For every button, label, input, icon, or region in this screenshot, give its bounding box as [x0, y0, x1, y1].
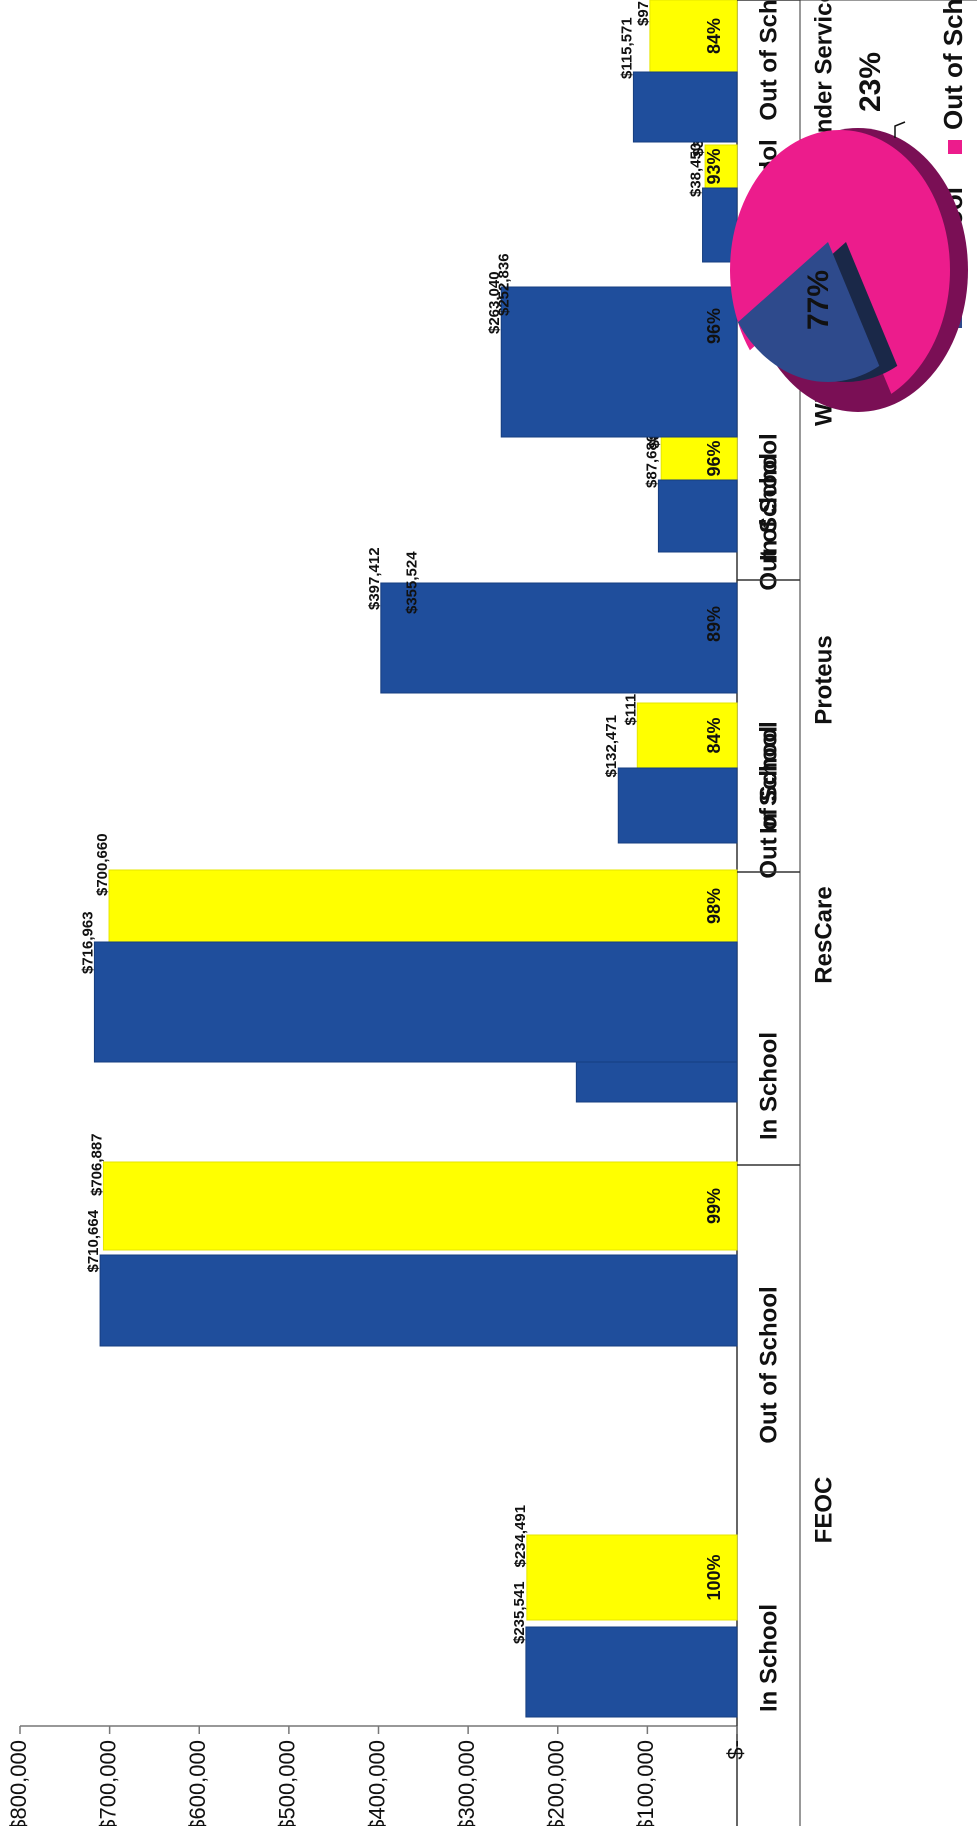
- category-label: In School: [755, 726, 782, 834]
- yellow-bar: [102, 1161, 738, 1251]
- blue-bar: [617, 767, 738, 844]
- yellow-bar: [636, 702, 738, 769]
- yellow-bar: [526, 1534, 738, 1621]
- blue-value-label: $38,450: [688, 143, 705, 197]
- tick-label: $800,000: [6, 1740, 31, 1826]
- yellow-bar: [108, 869, 738, 943]
- percent-label: 100%: [704, 1554, 724, 1600]
- category-label: Out of School: [755, 721, 782, 878]
- tick-label: $600,000: [185, 1740, 210, 1826]
- category-label: Out of School: [755, 433, 782, 590]
- tick-label: $300,000: [454, 1740, 479, 1826]
- pie-label-out-of-school: 77%: [802, 270, 835, 330]
- yellow-value-label: $252,836: [495, 253, 512, 316]
- percent-label: 98%: [704, 888, 724, 924]
- blue-value-label: $115,571: [618, 17, 635, 79]
- percent-label: 93%: [704, 148, 724, 184]
- yellow-value-label: $355,524: [403, 551, 420, 614]
- blue-value-label: $235,541: [511, 1581, 528, 1644]
- yellow-value-label: $234,491: [512, 1505, 529, 1568]
- percent-label: 99%: [704, 1188, 724, 1224]
- pie-label-in-school: 23%: [854, 52, 887, 112]
- legend-swatch: [948, 140, 962, 154]
- blue-bar: [500, 286, 738, 438]
- percent-label: 84%: [704, 18, 724, 54]
- percent-label: 96%: [704, 308, 724, 344]
- yellow-value-label: $700,660: [94, 833, 111, 896]
- blue-bar: [99, 1254, 738, 1347]
- category-label: Out of School: [755, 0, 782, 121]
- blue-bar: [657, 479, 738, 553]
- yellow-bar: [649, 0, 738, 73]
- blue-value-label: $716,963: [79, 911, 96, 974]
- tick-label: $700,000: [95, 1740, 120, 1826]
- category-label: Out of School: [755, 1286, 782, 1443]
- blue-bar: [380, 582, 738, 694]
- group-label: FEOC: [810, 1477, 837, 1544]
- pie-slice-in-school: [737, 242, 880, 383]
- pie-leader-line: [894, 121, 906, 138]
- blue-value-label: $397,412: [366, 547, 383, 610]
- tick-label: $-: [723, 1740, 748, 1760]
- group-label: ResCare: [810, 886, 837, 983]
- percent-label: 84%: [704, 717, 724, 753]
- blue-value-label: $263,040: [486, 271, 503, 334]
- tick-label: $400,000: [364, 1740, 389, 1826]
- blue-bar: [93, 941, 738, 1063]
- percent-label: 96%: [704, 440, 724, 476]
- tick-label: $200,000: [544, 1740, 569, 1826]
- yellow-bar: [660, 436, 738, 481]
- percent-label: 89%: [704, 606, 724, 642]
- blue-bar: [525, 1626, 738, 1718]
- blue-value-label: $710,664: [85, 1209, 102, 1272]
- yellow-value-label: $706,887: [88, 1133, 105, 1196]
- category-label: In School: [755, 1032, 782, 1140]
- group-label: Proteus: [810, 635, 837, 724]
- yellow-value-label: $97,193: [635, 0, 652, 26]
- category-label: In School: [755, 453, 782, 561]
- blue-value-label: $87,680: [643, 434, 660, 488]
- legend-label: Out of School: [938, 0, 968, 130]
- category-label: In School: [755, 1604, 782, 1712]
- tick-label: $500,000: [275, 1740, 300, 1826]
- blue-value-label: $132,471: [603, 715, 620, 778]
- blue-bar: [632, 71, 738, 143]
- tick-label: $100,000: [633, 1740, 658, 1826]
- yellow-bar: [704, 144, 738, 189]
